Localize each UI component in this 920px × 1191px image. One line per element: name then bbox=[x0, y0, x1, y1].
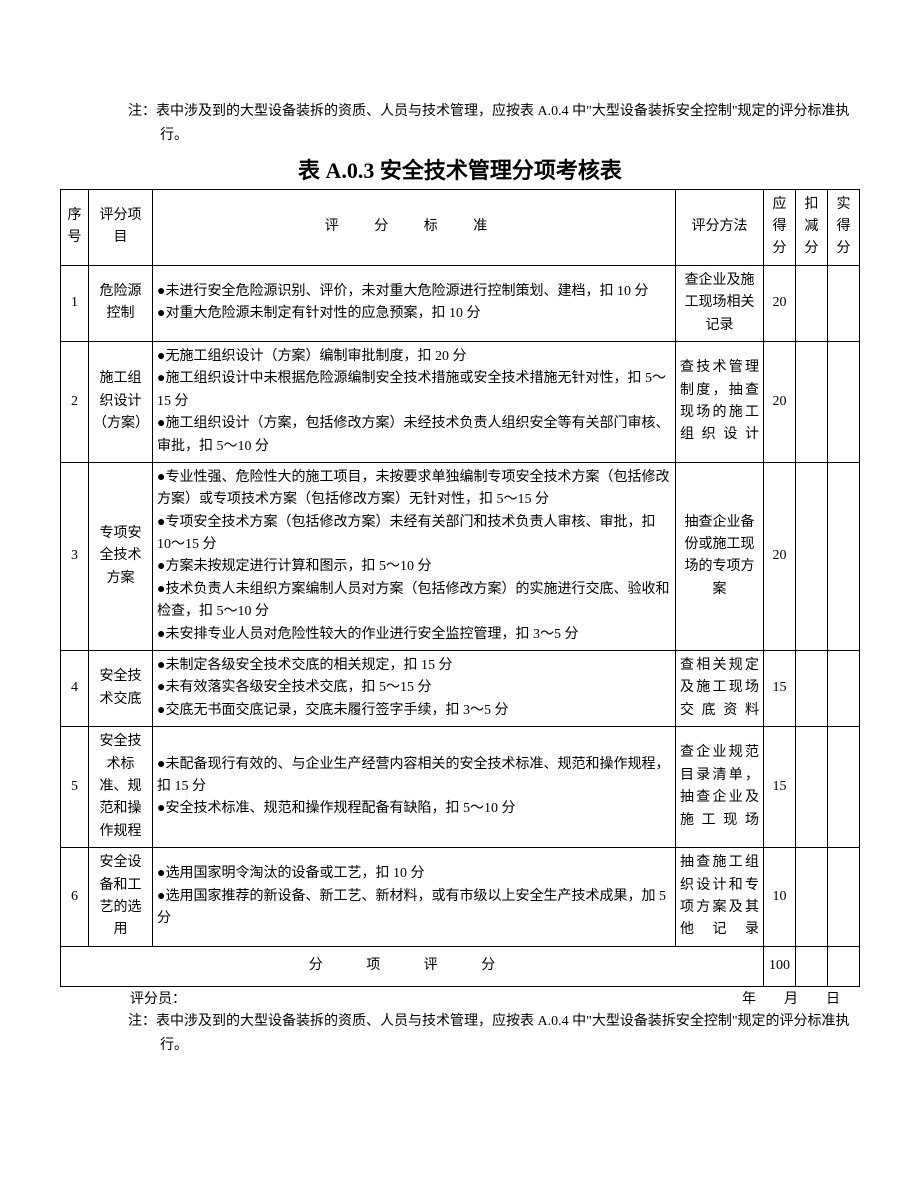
header-seq: 序号 bbox=[61, 189, 89, 265]
method-cell: 查技术管理制度，抽查现场的施工组织设计 bbox=[676, 341, 764, 462]
header-criteria: 评 分 标 准 bbox=[153, 189, 676, 265]
table-title: 表 A.0.3 安全技术管理分项考核表 bbox=[60, 154, 860, 187]
seq-cell: 6 bbox=[61, 848, 89, 947]
actual-cell bbox=[828, 265, 860, 341]
method-cell: 抽查施工组织设计和专项方案及其他记录 bbox=[676, 848, 764, 947]
header-score: 应得分 bbox=[764, 189, 796, 265]
date-label: 年 月 日 bbox=[742, 989, 840, 1010]
actual-cell bbox=[828, 341, 860, 462]
actual-cell bbox=[828, 727, 860, 848]
table-row: 5安全技术标准、规范和操作规程●未配备现行有效的、与企业生产经营内容相关的安全技… bbox=[61, 727, 860, 848]
header-method: 评分方法 bbox=[676, 189, 764, 265]
deduct-cell bbox=[796, 727, 828, 848]
seq-cell: 1 bbox=[61, 265, 89, 341]
table-row: 4安全技术交底●未制定各级安全技术交底的相关规定，扣 15 分●未有效落实各级安… bbox=[61, 651, 860, 727]
header-deduct: 扣减分 bbox=[796, 189, 828, 265]
score-cell: 20 bbox=[764, 462, 796, 650]
seq-cell: 4 bbox=[61, 651, 89, 727]
header-item: 评分项目 bbox=[89, 189, 153, 265]
method-cell: 抽查企业备份或施工现场的专项方案 bbox=[676, 462, 764, 650]
criteria-cell: ●专业性强、危险性大的施工项目，未按要求单独编制专项安全技术方案（包括修改方案）… bbox=[153, 462, 676, 650]
footer-line: 评分员： 年 月 日 bbox=[60, 989, 860, 1010]
score-cell: 20 bbox=[764, 341, 796, 462]
score-cell: 15 bbox=[764, 651, 796, 727]
score-cell: 10 bbox=[764, 848, 796, 947]
method-cell: 查企业规范目录清单，抽查企业及施工现场 bbox=[676, 727, 764, 848]
deduct-cell bbox=[796, 848, 828, 947]
table-row: 6安全设备和工艺的选用●选用国家明令淘汰的设备或工艺，扣 10 分●选用国家推荐… bbox=[61, 848, 860, 947]
actual-cell bbox=[828, 848, 860, 947]
method-cell: 查相关规定及施工现场交底资料 bbox=[676, 651, 764, 727]
item-cell: 安全设备和工艺的选用 bbox=[89, 848, 153, 947]
sum-row: 分 项 评 分100 bbox=[61, 946, 860, 986]
actual-cell bbox=[828, 462, 860, 650]
header-actual: 实得分 bbox=[828, 189, 860, 265]
table-row: 3专项安全技术方案●专业性强、危险性大的施工项目，未按要求单独编制专项安全技术方… bbox=[61, 462, 860, 650]
seq-cell: 5 bbox=[61, 727, 89, 848]
assessor-label: 评分员： bbox=[130, 992, 186, 1007]
criteria-cell: ●无施工组织设计（方案）编制审批制度，扣 20 分●施工组织设计中未根据危险源编… bbox=[153, 341, 676, 462]
sum-actual bbox=[828, 946, 860, 986]
table-body: 1危险源控制●未进行安全危险源识别、评价，未对重大危险源进行控制策划、建档，扣 … bbox=[61, 265, 860, 986]
method-cell: 查企业及施工现场相关记录 bbox=[676, 265, 764, 341]
criteria-cell: ●未制定各级安全技术交底的相关规定，扣 15 分●未有效落实各级安全技术交底，扣… bbox=[153, 651, 676, 727]
item-cell: 安全技术标准、规范和操作规程 bbox=[89, 727, 153, 848]
criteria-cell: ●未配备现行有效的、与企业生产经营内容相关的安全技术标准、规范和操作规程，扣 1… bbox=[153, 727, 676, 848]
deduct-cell bbox=[796, 462, 828, 650]
seq-cell: 2 bbox=[61, 341, 89, 462]
sum-label: 分 项 评 分 bbox=[61, 946, 764, 986]
deduct-cell bbox=[796, 265, 828, 341]
table-row: 1危险源控制●未进行安全危险源识别、评价，未对重大危险源进行控制策划、建档，扣 … bbox=[61, 265, 860, 341]
assessment-table: 序号 评分项目 评 分 标 准 评分方法 应得分 扣减分 实得分 1危险源控制●… bbox=[60, 189, 860, 987]
item-cell: 专项安全技术方案 bbox=[89, 462, 153, 650]
item-cell: 安全技术交底 bbox=[89, 651, 153, 727]
criteria-cell: ●选用国家明令淘汰的设备或工艺，扣 10 分●选用国家推荐的新设备、新工艺、新材… bbox=[153, 848, 676, 947]
bottom-note: 注：表中涉及到的大型设备装拆的资质、人员与技术管理，应按表 A.0.4 中"大型… bbox=[60, 1010, 860, 1058]
deduct-cell bbox=[796, 341, 828, 462]
item-cell: 施工组织设计（方案） bbox=[89, 341, 153, 462]
item-cell: 危险源控制 bbox=[89, 265, 153, 341]
table-header-row: 序号 评分项目 评 分 标 准 评分方法 应得分 扣减分 实得分 bbox=[61, 189, 860, 265]
top-note: 注：表中涉及到的大型设备装拆的资质、人员与技术管理，应按表 A.0.4 中"大型… bbox=[60, 100, 860, 148]
score-cell: 15 bbox=[764, 727, 796, 848]
sum-deduct bbox=[796, 946, 828, 986]
seq-cell: 3 bbox=[61, 462, 89, 650]
criteria-cell: ●未进行安全危险源识别、评价，未对重大危险源进行控制策划、建档，扣 10 分●对… bbox=[153, 265, 676, 341]
sum-total: 100 bbox=[764, 946, 796, 986]
actual-cell bbox=[828, 651, 860, 727]
score-cell: 20 bbox=[764, 265, 796, 341]
table-row: 2施工组织设计（方案）●无施工组织设计（方案）编制审批制度，扣 20 分●施工组… bbox=[61, 341, 860, 462]
deduct-cell bbox=[796, 651, 828, 727]
